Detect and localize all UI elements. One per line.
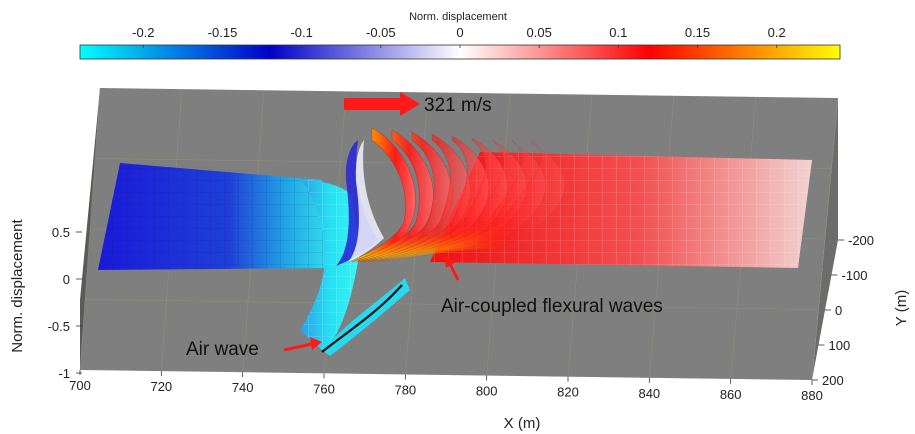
- air-wave-label: Air wave: [186, 339, 259, 360]
- x-tick-label: 880: [801, 388, 823, 403]
- colorbar-tick-label: 0.1: [609, 25, 627, 40]
- wavefront-trough-white: [348, 140, 384, 262]
- x-tick-label: 820: [557, 385, 579, 400]
- speed-arrow: 321 m/s: [344, 92, 492, 116]
- x-axis-ticks: 700 720 740 760 780 800 820 840 860 880: [69, 370, 823, 403]
- colorbar-tick-label: -0.1: [290, 25, 312, 40]
- z-axis-ticks: 0.5 0 -0.5 -1: [48, 225, 82, 381]
- wave-crest: [379, 139, 565, 263]
- z-tick-label: -0.5: [48, 319, 70, 334]
- y-tick-label: 0: [835, 303, 842, 318]
- colorbar-tick-label: 0.05: [527, 25, 552, 40]
- surface: [98, 127, 812, 356]
- x-tick-label: 740: [232, 380, 254, 395]
- x-tick-label: 860: [720, 387, 742, 402]
- air-wave-arrow: Air wave: [186, 337, 322, 360]
- z-axis-label: Norm. displacement: [9, 218, 26, 352]
- surface-cyan-mesh: [300, 178, 360, 350]
- floor-grid-line: [84, 299, 819, 310]
- floor-grid-line: [811, 97, 839, 381]
- flexural-label: Air-coupled flexural waves: [441, 296, 663, 317]
- wave-crest: [347, 127, 416, 263]
- speed-arrow-shape: [344, 92, 420, 116]
- x-tick-label: 720: [150, 379, 172, 394]
- y-tick-label: -200: [848, 233, 874, 248]
- x-tick-label: 700: [69, 378, 91, 393]
- y-tick-label: 100: [829, 338, 851, 353]
- speed-label: 321 m/s: [424, 95, 492, 116]
- colorbar-tick-label: -0.15: [208, 25, 238, 40]
- colorbar-tick-label: -0.2: [132, 25, 154, 40]
- z-tick-label: 0: [63, 272, 70, 287]
- y-axis-ticks: -200 -100 0 100 200: [812, 233, 874, 388]
- flexural-arrow: Air-coupled flexural waves: [441, 256, 663, 317]
- x-tick-label: 780: [394, 382, 416, 397]
- x-tick-label: 800: [476, 384, 498, 399]
- z-tick-label: 0.5: [52, 225, 70, 240]
- colorbar-tick-label: 0: [456, 25, 463, 40]
- annotations: 321 m/s Air-coupled flexural waves Air w…: [186, 92, 663, 360]
- colorbar-title: Norm. displacement: [409, 11, 507, 23]
- x-tick-label: 840: [638, 386, 660, 401]
- colorbar-ticks: -0.2 -0.15 -0.1 -0.05 0 0.05 0.1 0.15 0.2: [132, 25, 786, 48]
- y-axis-label: Y (m): [893, 290, 910, 326]
- floor-grid-line: [79, 87, 101, 371]
- x-tick-label: 760: [313, 381, 335, 396]
- x-axis-label: X (m): [504, 415, 541, 432]
- colorbar-tick-label: 0.2: [768, 25, 786, 40]
- y-tick-label: 200: [822, 373, 844, 388]
- floor-right-wall: [812, 98, 838, 380]
- y-tick-label: -100: [842, 268, 868, 283]
- colorbar-tick-label: -0.05: [366, 25, 396, 40]
- colorbar-tick-label: 0.15: [685, 25, 710, 40]
- z-tick-label: -1: [58, 366, 70, 381]
- wave-crest: [351, 129, 434, 263]
- colorbar: Norm. displacement -0.2 -0.15 -0.1 -0.05 0 0.…: [79, 11, 841, 60]
- flexural-wave-crests: [347, 127, 565, 263]
- surface-blue-mesh: [98, 163, 336, 270]
- air-wave-line: [321, 284, 403, 353]
